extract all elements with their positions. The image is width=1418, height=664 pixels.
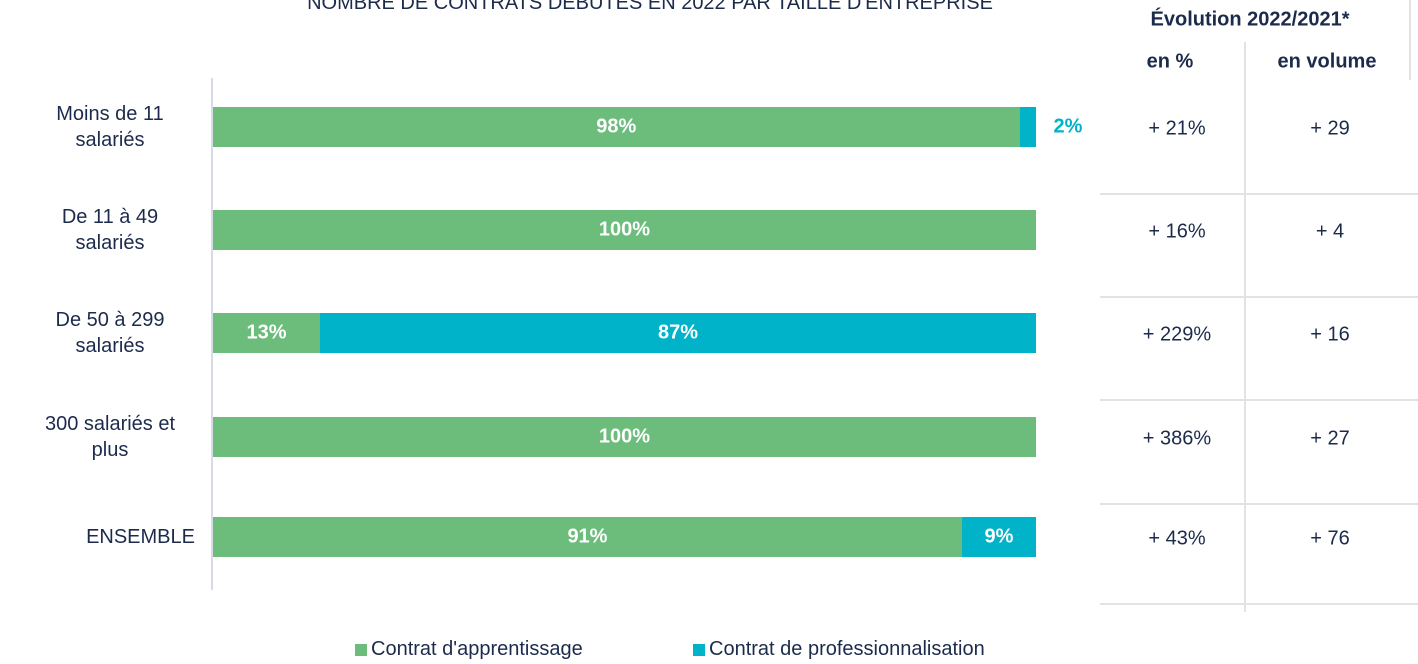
legend-swatch bbox=[355, 643, 367, 656]
category-text: 300 salariés et plus bbox=[44, 413, 176, 461]
column-header: en % bbox=[1146, 50, 1194, 73]
bar-segment bbox=[213, 313, 320, 353]
table-cell: + 21% bbox=[1148, 117, 1206, 140]
bar-segment bbox=[213, 517, 962, 557]
value-label: 100% bbox=[598, 425, 651, 448]
bar-segment bbox=[213, 210, 1036, 250]
legend-swatch bbox=[693, 643, 705, 656]
axis-line bbox=[211, 78, 213, 590]
table-cell: + 27 bbox=[1310, 427, 1350, 450]
table-cell: + 4 bbox=[1315, 220, 1345, 243]
table-cell: + 76 bbox=[1310, 527, 1350, 550]
row-divider bbox=[1100, 503, 1418, 505]
row-divider bbox=[1100, 603, 1418, 605]
value-label: 91% bbox=[567, 525, 608, 548]
value-label: 2% bbox=[1053, 115, 1083, 138]
row-divider bbox=[1100, 399, 1418, 401]
category-label: 300 salariés et plus bbox=[0, 411, 195, 463]
table-divider bbox=[1244, 42, 1246, 612]
legend-label: Contrat d'apprentissage bbox=[371, 638, 583, 660]
category-label: Moins de 11 salariés bbox=[0, 101, 195, 153]
chart-title: NOMBRE DE CONTRATS DÉBUTÉS EN 2022 PAR T… bbox=[307, 0, 993, 14]
category-text: Moins de 11 salariés bbox=[56, 103, 164, 151]
bar-segment bbox=[1019, 107, 1036, 147]
category-label: De 50 à 299 salariés bbox=[0, 307, 195, 359]
row-divider bbox=[1100, 296, 1418, 298]
bar-segment bbox=[213, 417, 1036, 457]
bar-segment bbox=[961, 517, 1036, 557]
table-cell: + 229% bbox=[1142, 323, 1212, 346]
category-label: De 11 à 49 salariés bbox=[0, 204, 195, 256]
row-divider bbox=[1100, 193, 1418, 195]
value-label: 13% bbox=[246, 321, 287, 344]
bar-segment bbox=[213, 107, 1020, 147]
value-label: 98% bbox=[596, 115, 637, 138]
legend-item: Contrat d'apprentissage bbox=[355, 638, 583, 661]
table-cell: + 16 bbox=[1310, 323, 1350, 346]
category-label: ENSEMBLE bbox=[0, 524, 195, 550]
value-label: 100% bbox=[598, 218, 651, 241]
legend-label: Contrat de professionnalisation bbox=[709, 638, 985, 660]
column-header: en volume bbox=[1277, 50, 1377, 73]
table-title: Évolution 2022/2021* bbox=[1150, 8, 1350, 31]
value-label: 9% bbox=[984, 525, 1014, 548]
table-edge bbox=[1409, 0, 1411, 80]
bar-segment bbox=[319, 313, 1036, 353]
category-text: ENSEMBLE bbox=[86, 526, 195, 548]
value-label: 87% bbox=[657, 321, 698, 344]
table-cell: + 386% bbox=[1142, 427, 1212, 450]
category-text: De 50 à 299 salariés bbox=[55, 309, 165, 357]
category-text: De 11 à 49 salariés bbox=[61, 206, 159, 254]
legend-item: Contrat de professionnalisation bbox=[693, 638, 985, 661]
table-cell: + 16% bbox=[1148, 220, 1206, 243]
table-cell: + 43% bbox=[1148, 527, 1206, 550]
table-cell: + 29 bbox=[1310, 117, 1350, 140]
